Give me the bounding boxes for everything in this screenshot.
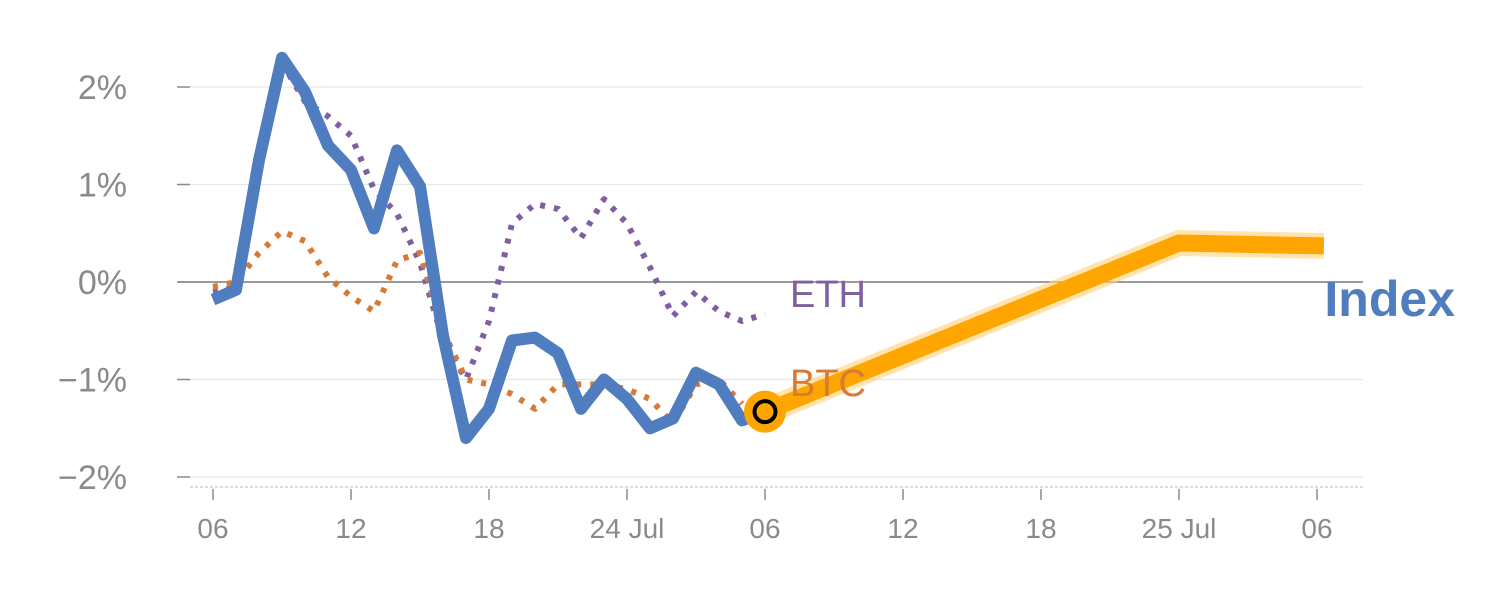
y-axis: 2% 1% 0% −1% −2% [58,69,190,497]
eth-line [212,59,766,383]
current-point-halo [744,390,786,433]
x-tick-label: 18 [473,513,504,544]
y-tick-label: −2% [58,459,127,497]
y-tick-label: −1% [58,362,127,400]
y-tick-label: 0% [78,264,127,302]
x-tick-label: 06 [1301,513,1332,544]
x-axis: 06 12 18 24 Jul 06 12 18 25 Jul 06 [190,486,1363,544]
index-forecast-line [761,234,1325,420]
x-tick-label: 25 Jul [1142,513,1217,544]
series-lines [210,51,1325,444]
btc-series-label: BTC [790,363,866,405]
current-point-marker [752,399,778,425]
x-tick-label: 18 [1025,513,1056,544]
btc-line [212,228,745,427]
index-line [210,51,768,444]
eth-series-label: ETH [790,274,866,316]
x-tick-label: 12 [887,513,918,544]
y-tick-label: 1% [78,167,127,205]
x-tick-label: 06 [749,513,780,544]
x-tick-label: 06 [197,513,228,544]
index-series-label: Index [1324,271,1455,327]
y-tick-label: 2% [78,69,127,107]
x-tick-label: 24 Jul [590,513,665,544]
series-labels: ETH BTC Index [790,271,1455,405]
x-tick-label: 12 [335,513,366,544]
